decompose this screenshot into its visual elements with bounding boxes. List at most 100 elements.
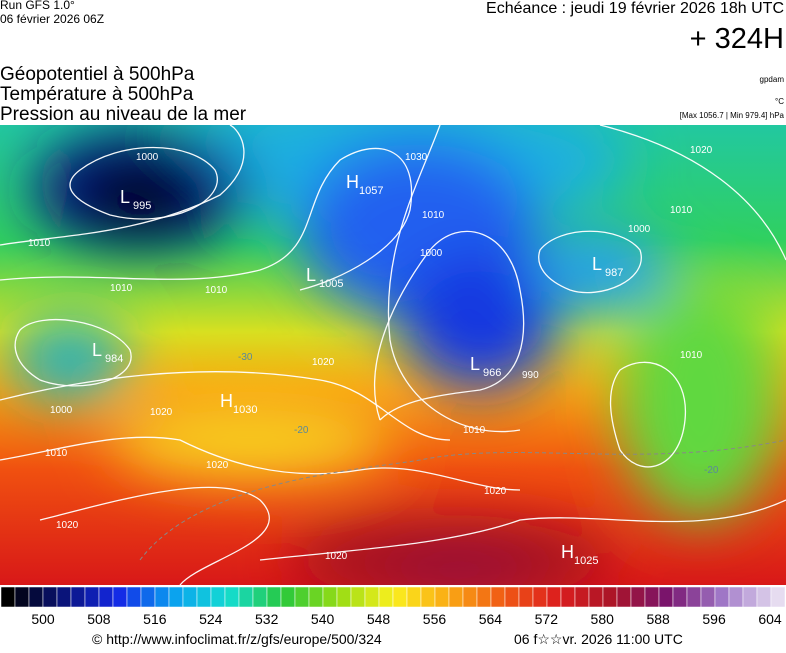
legend-label: 556: [423, 611, 447, 627]
color-swatch: [742, 586, 758, 608]
color-swatch: [56, 586, 72, 608]
center-letter: L: [306, 265, 316, 285]
unit: gpdam: [760, 75, 785, 84]
color-swatch: [154, 586, 170, 608]
legend-label: 500: [31, 611, 55, 627]
isobar-label: 1010: [422, 210, 445, 221]
color-swatch: [602, 586, 618, 608]
color-swatch: [448, 586, 464, 608]
color-swatch: [658, 586, 674, 608]
legend-label: 524: [199, 611, 223, 627]
isobar-label: 1010: [28, 238, 51, 249]
isobar-label: 1020: [312, 357, 335, 368]
center-letter: H: [220, 391, 233, 411]
legend-label: 588: [646, 611, 670, 627]
color-swatch: [350, 586, 366, 608]
center-value: 1057: [359, 185, 383, 197]
temperature-label: -20: [294, 425, 309, 436]
color-swatch: [98, 586, 114, 608]
color-swatch: [294, 586, 310, 608]
legend-label: 548: [367, 611, 391, 627]
color-swatch: [392, 586, 408, 608]
color-swatch: [238, 586, 254, 608]
center-letter: H: [346, 172, 359, 192]
color-swatch: [406, 586, 422, 608]
isobar-label: 1010: [205, 285, 228, 296]
color-swatch: [476, 586, 492, 608]
lead-time: + 324H: [690, 23, 784, 55]
color-swatch: [140, 586, 156, 608]
color-swatch: [364, 586, 380, 608]
center-value: 966: [483, 367, 501, 379]
legend-label: 564: [479, 611, 503, 627]
legend-label: 596: [702, 611, 726, 627]
isobar-label: 1010: [110, 283, 133, 294]
isobar-label: 1000: [136, 152, 159, 163]
color-swatch: [224, 586, 240, 608]
valid-time: Echéance : jeudi 19 février 2026 18h UTC: [486, 0, 784, 17]
isobar-label: 1000: [628, 224, 651, 235]
color-swatch: [70, 586, 86, 608]
color-swatch: [308, 586, 324, 608]
color-swatch: [434, 586, 450, 608]
field: Température à 500hPa: [0, 84, 194, 105]
center-letter: L: [470, 354, 480, 374]
isobar-label: 1020: [690, 145, 713, 156]
color-swatch: [686, 586, 702, 608]
isobar-label: 1020: [206, 460, 229, 471]
center-letter: L: [120, 187, 130, 207]
color-swatch: [126, 586, 142, 608]
color-swatch: [462, 586, 478, 608]
color-swatch: [574, 586, 590, 608]
isobar-label: 1020: [325, 551, 348, 562]
color-swatch: [532, 586, 548, 608]
isobar-label: 1020: [150, 407, 173, 418]
legend-label: 580: [591, 611, 615, 627]
color-swatch: [112, 586, 128, 608]
color-swatch: [168, 586, 184, 608]
pressure-range: [Max 1056.7 | Min 979.4] hPa: [680, 111, 785, 120]
color-swatch: [504, 586, 520, 608]
isobar-label: 1020: [56, 520, 79, 531]
center-letter: L: [592, 254, 602, 274]
isobar-label: 1000: [50, 405, 73, 416]
color-swatch: [280, 586, 296, 608]
color-swatch: [588, 586, 604, 608]
color-swatch: [616, 586, 632, 608]
field: Géopotentiel à 500hPa: [0, 64, 195, 85]
center-value: 984: [105, 353, 123, 365]
center-value: 987: [605, 267, 623, 279]
legend-label: 604: [758, 611, 782, 627]
color-swatch: [700, 586, 716, 608]
center-letter: H: [561, 542, 574, 562]
color-swatch: [28, 586, 44, 608]
color-swatch: [672, 586, 688, 608]
color-swatch: [518, 586, 534, 608]
map: [0, 125, 786, 585]
source: © http://www.infoclimat.fr/z/gfs/europe/…: [92, 631, 382, 647]
color-swatch: [322, 586, 338, 608]
center-value: 995: [133, 200, 151, 212]
color-swatch: [490, 586, 506, 608]
generated: 06 f☆☆vr. 2026 11:00 UTC: [514, 631, 683, 647]
color-swatch: [266, 586, 282, 608]
color-swatch: [196, 586, 212, 608]
temperature-label: -30: [238, 352, 253, 363]
isobar-label: 1020: [484, 486, 507, 497]
isobar-label: 1010: [680, 350, 703, 361]
color-swatch: [728, 586, 744, 608]
run: Run GFS 1.0°: [0, 0, 75, 12]
legend-label: 540: [311, 611, 335, 627]
color-swatch: [0, 586, 16, 608]
color-swatch: [378, 586, 394, 608]
field: Pression au niveau de la mer: [0, 104, 247, 125]
legend-label: 508: [87, 611, 111, 627]
center-value: 1025: [574, 555, 598, 567]
color-swatch: [14, 586, 30, 608]
color-swatch: [252, 586, 268, 608]
color-swatch: [770, 586, 786, 608]
color-swatch: [210, 586, 226, 608]
color-swatch: [644, 586, 660, 608]
